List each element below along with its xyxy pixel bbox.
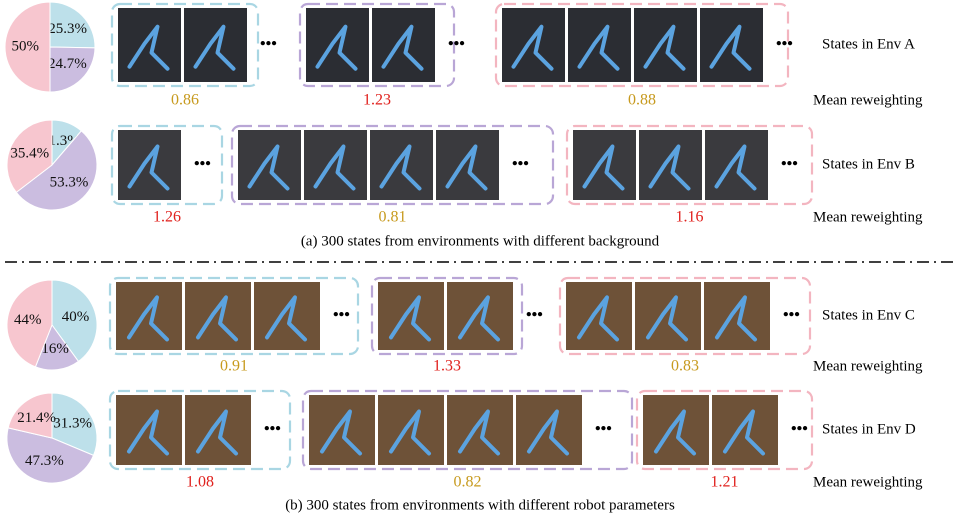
pie-label: 53.3% bbox=[50, 174, 89, 190]
state-image bbox=[705, 130, 768, 200]
state-image bbox=[712, 395, 778, 465]
state-image bbox=[378, 282, 444, 350]
state-image bbox=[254, 282, 320, 350]
state-image bbox=[238, 130, 301, 200]
pie-label: 47.3% bbox=[25, 453, 64, 469]
ellipsis: ••• bbox=[781, 156, 798, 173]
state-image bbox=[573, 130, 636, 200]
env-label: States in Env C bbox=[822, 307, 915, 323]
ellipsis: ••• bbox=[448, 36, 465, 53]
pie-label: 44% bbox=[14, 312, 42, 328]
ellipsis: ••• bbox=[512, 156, 529, 173]
ellipsis: ••• bbox=[776, 36, 793, 53]
state-image bbox=[116, 395, 182, 465]
state-image bbox=[185, 395, 251, 465]
reweight-label: Mean reweighting bbox=[813, 358, 923, 374]
ellipsis: ••• bbox=[791, 421, 808, 438]
reweight-value: 1.23 bbox=[363, 92, 391, 109]
pie-label: 40% bbox=[62, 309, 90, 325]
reweight-value: 1.26 bbox=[153, 209, 181, 226]
state-image bbox=[516, 395, 582, 465]
state-image bbox=[447, 282, 513, 350]
ellipsis: ••• bbox=[595, 421, 612, 438]
ellipsis: ••• bbox=[194, 156, 211, 173]
reweight-value: 0.82 bbox=[454, 474, 482, 491]
ellipsis: ••• bbox=[783, 307, 800, 324]
ellipsis: ••• bbox=[260, 36, 277, 53]
env-label: States in Env B bbox=[822, 156, 915, 172]
state-image bbox=[447, 395, 513, 465]
pie-label: 31.3% bbox=[53, 416, 92, 432]
state-image bbox=[304, 130, 367, 200]
state-image bbox=[370, 130, 433, 200]
state-image bbox=[116, 282, 182, 350]
figure: (a) 300 states from environments with di… bbox=[0, 0, 960, 521]
pie-label: 50% bbox=[12, 38, 40, 54]
reweight-value: 0.91 bbox=[220, 358, 248, 375]
state-image bbox=[502, 8, 565, 82]
reweight-label: Mean reweighting bbox=[813, 474, 923, 490]
reweight-value: 1.33 bbox=[433, 358, 461, 375]
state-image bbox=[184, 8, 247, 82]
pie-label: 21.4% bbox=[17, 410, 56, 426]
state-image bbox=[185, 282, 251, 350]
reweight-value: 1.21 bbox=[711, 474, 739, 491]
reweight-label: Mean reweighting bbox=[813, 92, 923, 108]
ellipsis: ••• bbox=[526, 307, 543, 324]
state-image bbox=[118, 8, 181, 82]
state-image bbox=[566, 282, 632, 350]
caption: (b) 300 states from environments with di… bbox=[285, 497, 675, 513]
state-image bbox=[700, 8, 763, 82]
state-image bbox=[309, 395, 375, 465]
reweight-label: Mean reweighting bbox=[813, 209, 923, 225]
state-image bbox=[306, 8, 369, 82]
env-label: States in Env D bbox=[822, 421, 916, 437]
state-image bbox=[436, 130, 499, 200]
state-image bbox=[704, 282, 770, 350]
state-image bbox=[568, 8, 631, 82]
caption: (a) 300 states from environments with di… bbox=[301, 233, 660, 249]
state-image bbox=[372, 8, 435, 82]
state-image bbox=[118, 130, 181, 200]
state-image bbox=[378, 395, 444, 465]
state-image bbox=[643, 395, 709, 465]
env-label: States in Env A bbox=[822, 36, 915, 52]
reweight-value: 0.83 bbox=[671, 358, 699, 375]
reweight-value: 0.81 bbox=[379, 209, 407, 226]
reweight-value: 0.86 bbox=[171, 92, 199, 109]
pie-label: 35.4% bbox=[10, 145, 49, 161]
reweight-value: 1.16 bbox=[676, 209, 704, 226]
state-image bbox=[639, 130, 702, 200]
ellipsis: ••• bbox=[333, 307, 350, 324]
pie-label: 16% bbox=[41, 341, 69, 357]
pie-label: 24.7% bbox=[48, 56, 87, 72]
state-image bbox=[634, 8, 697, 82]
reweight-value: 0.88 bbox=[628, 92, 656, 109]
pie-label: 25.3% bbox=[48, 21, 87, 37]
reweight-value: 1.08 bbox=[186, 474, 214, 491]
ellipsis: ••• bbox=[264, 421, 281, 438]
state-image bbox=[635, 282, 701, 350]
